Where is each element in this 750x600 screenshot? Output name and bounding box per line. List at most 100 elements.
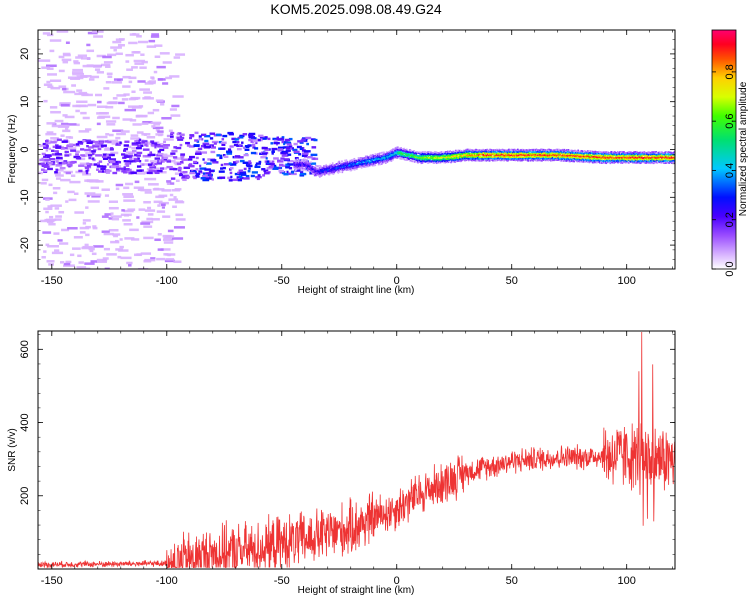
- ridge-cell: [657, 153, 660, 156]
- noise-cell: [43, 250, 47, 253]
- ridge-cell: [476, 149, 479, 152]
- ridge-cell: [365, 156, 368, 158]
- ridge-cell: [459, 155, 461, 158]
- ridge-cell: [626, 156, 629, 159]
- ridge-cell: [405, 150, 407, 153]
- noise-cell: [168, 198, 179, 201]
- ridge-cell: [436, 155, 439, 158]
- ridge-cell: [333, 171, 336, 173]
- ridge-cell: [507, 149, 509, 152]
- spectral-cell: [41, 157, 44, 161]
- ridge-cell: [583, 159, 585, 162]
- ridge-cell: [572, 160, 575, 162]
- noise-cell: [67, 147, 77, 150]
- ridge-cell: [430, 151, 432, 154]
- noise-cell: [136, 114, 148, 118]
- ridge-cell: [329, 163, 332, 166]
- noise-cell: [129, 33, 140, 36]
- ridge-cell: [540, 154, 542, 157]
- spectral-cell: [199, 164, 202, 168]
- ridge-cell: [431, 152, 434, 155]
- spectral-cell: [42, 142, 46, 146]
- ridge-cell: [387, 156, 390, 159]
- ridge-cell: [488, 154, 491, 156]
- ridge-cell: [476, 156, 479, 159]
- ridge-cell: [367, 165, 369, 168]
- spectral-cell: [93, 163, 100, 166]
- ridge-cell: [484, 157, 487, 159]
- ridge-cell: [617, 161, 620, 164]
- ridge-cell: [359, 163, 361, 166]
- ridge-cell: [435, 158, 438, 161]
- ridge-cell: [362, 161, 365, 163]
- ridge-cell: [446, 154, 448, 157]
- noise-cell: [112, 116, 120, 120]
- spectral-cell: [227, 176, 232, 180]
- ridge-cell: [415, 152, 418, 155]
- ridge-cell: [306, 160, 308, 163]
- noise-cell: [52, 187, 61, 190]
- spectral-cell: [273, 139, 278, 143]
- ridge-cell: [595, 154, 597, 157]
- spectral-cell: [102, 157, 109, 160]
- spectral-cell: [293, 142, 298, 146]
- ridge-cell: [567, 154, 570, 157]
- ridge-cell: [578, 155, 581, 158]
- ridge-cell: [346, 160, 348, 163]
- ridge-cell: [474, 154, 476, 157]
- ridge-cell: [421, 153, 423, 156]
- ridge-cell: [631, 154, 633, 157]
- ridge-cell: [302, 169, 304, 171]
- noise-cell: [134, 180, 140, 184]
- ridge-cell: [320, 174, 323, 176]
- ridge-cell: [306, 168, 309, 170]
- ridge-cell: [628, 156, 630, 159]
- ridge-cell: [589, 153, 592, 156]
- spectral-cell: [210, 159, 217, 162]
- ridge-cell: [374, 153, 377, 155]
- noise-cell: [156, 257, 165, 261]
- noise-cell: [112, 140, 121, 144]
- ridge-cell: [323, 173, 326, 175]
- spectral-cell: [180, 153, 186, 156]
- ridge-cell: [546, 156, 549, 158]
- spectral-cell: [177, 138, 184, 141]
- spectral-cell: [47, 167, 53, 171]
- ridge-cell: [510, 157, 513, 160]
- ridge-cell: [452, 152, 455, 154]
- ridge-cell: [600, 151, 603, 154]
- ridge-cell: [644, 152, 646, 155]
- noise-cell: [123, 195, 134, 199]
- ridge-cell: [423, 156, 426, 158]
- ridge-cell: [448, 160, 451, 163]
- ridge-cell: [575, 150, 578, 153]
- ridge-cell: [598, 161, 600, 164]
- ridge-cell: [621, 162, 624, 164]
- ridge-cell: [350, 164, 353, 166]
- ridge-cell: [317, 165, 320, 167]
- noise-cell: [121, 209, 125, 212]
- ridge-cell: [485, 150, 488, 153]
- ridge-cell: [474, 157, 476, 160]
- spectral-cell: [189, 155, 195, 159]
- ridge-cell: [570, 153, 573, 156]
- noise-cell: [62, 114, 68, 117]
- ridge-cell: [549, 151, 551, 153]
- noise-cell: [103, 61, 113, 64]
- noise-cell: [96, 100, 102, 104]
- ridge-cell: [532, 156, 534, 158]
- ridge-cell: [575, 156, 578, 159]
- ridge-cell: [635, 154, 637, 157]
- ridge-cell: [326, 167, 328, 169]
- ridge-cell: [433, 153, 435, 156]
- noise-cell: [128, 80, 133, 84]
- ridge-cell: [533, 158, 536, 160]
- spectral-cell: [188, 163, 193, 166]
- ridge-cell: [407, 152, 410, 155]
- noise-cell: [128, 76, 137, 80]
- ridge-cell: [331, 169, 334, 172]
- spectral-cell: [248, 133, 254, 137]
- spectral-cell: [198, 170, 203, 173]
- ridge-cell: [359, 158, 361, 161]
- spectral-cell: [195, 172, 201, 176]
